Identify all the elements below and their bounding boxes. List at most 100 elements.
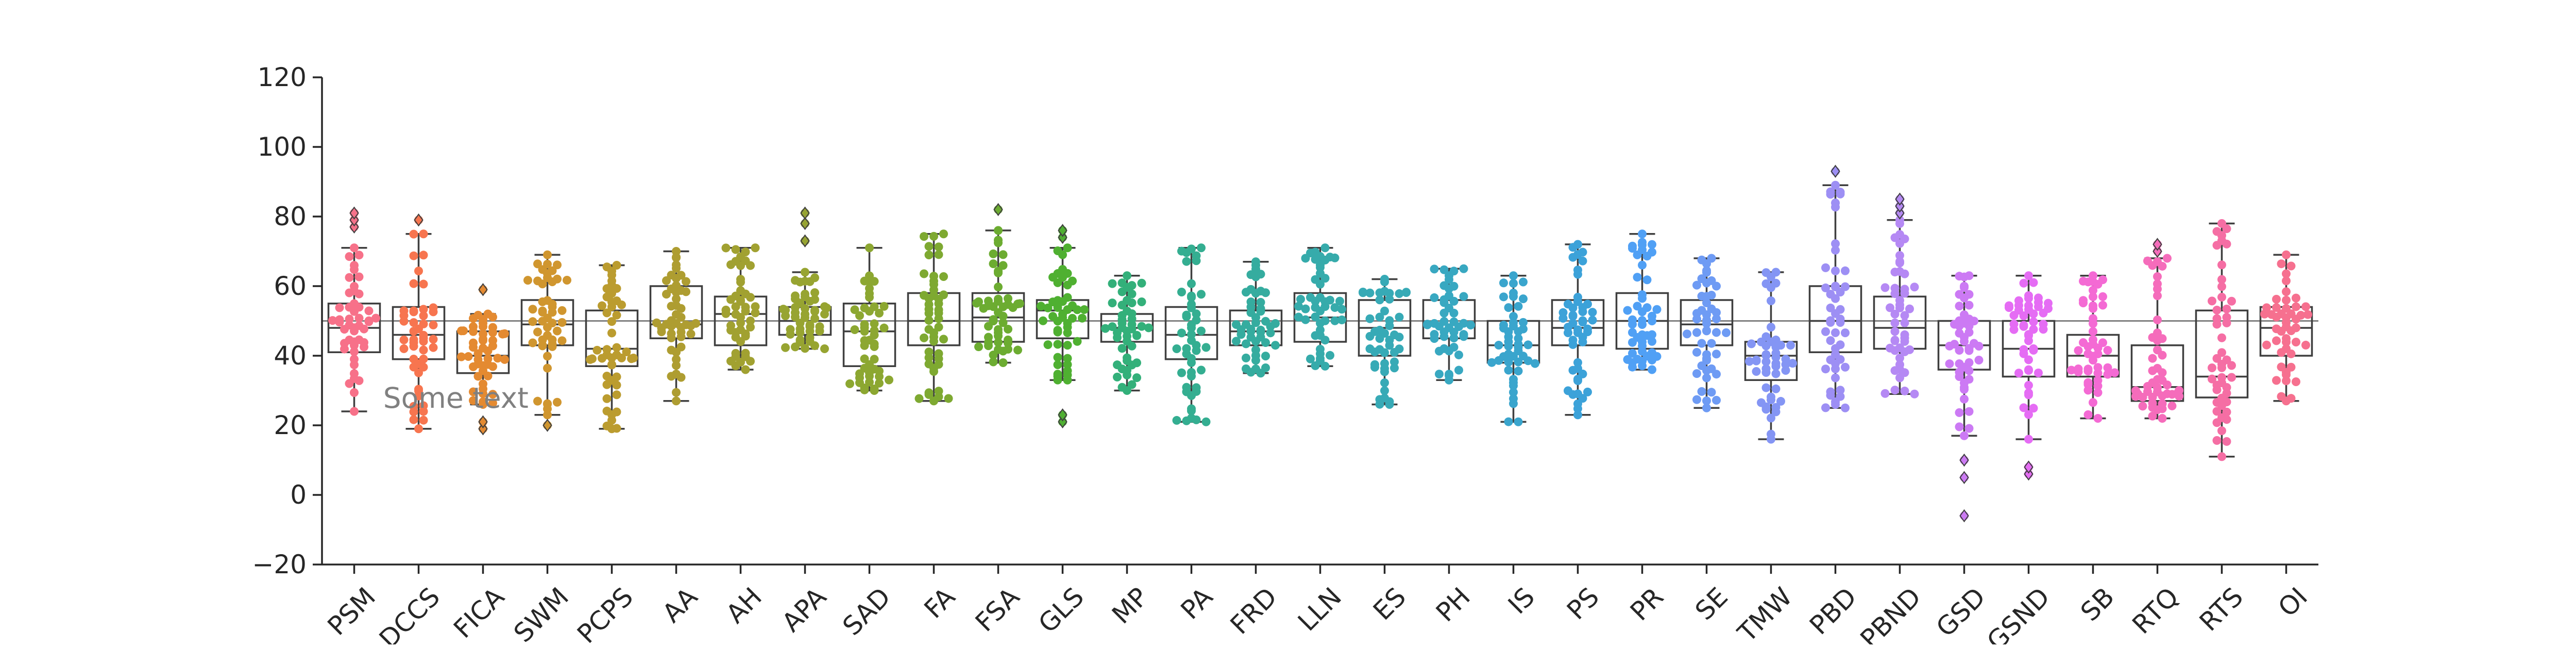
swarm-point: [2089, 398, 2097, 407]
swarm-point: [399, 344, 409, 353]
swarm-point: [1359, 288, 1367, 297]
y-tick-label: 120: [258, 62, 307, 92]
swarm-point: [1638, 260, 1647, 270]
swarm-point: [662, 276, 671, 285]
swarm-point: [419, 407, 428, 416]
swarm-point: [1053, 340, 1062, 349]
swarm-point: [746, 357, 755, 366]
swarm-point: [1752, 356, 1761, 366]
swarm-point: [350, 407, 359, 416]
swarm-point: [607, 317, 616, 326]
swarm-point: [500, 329, 509, 338]
swarm-point: [1330, 253, 1340, 262]
swarm-point: [2222, 224, 2231, 234]
swarm-point: [1008, 303, 1018, 312]
swarm-point: [672, 396, 681, 406]
swarm-point: [1826, 303, 1835, 312]
swarm-point: [2217, 452, 2226, 461]
swarm-point: [1380, 367, 1389, 376]
swarm-point: [2034, 302, 2043, 311]
swarm-point: [2212, 320, 2222, 329]
swarm-point: [1692, 314, 1701, 324]
swarm-point: [1053, 375, 1062, 385]
swarm-point: [1761, 383, 1771, 392]
swarm-point: [2103, 363, 2112, 372]
swarm-point: [929, 396, 938, 406]
swarm-point: [2175, 391, 2183, 401]
swarm-point: [1633, 273, 1642, 282]
swarm-points-layer: [328, 164, 2312, 523]
swarm-point: [612, 261, 621, 270]
swarm-point: [354, 289, 364, 298]
swarm-point: [488, 312, 497, 322]
swarm-point: [1702, 298, 1711, 307]
swarm-point: [1767, 395, 1775, 405]
swarm-point: [751, 302, 760, 311]
swarm-point: [1439, 308, 1449, 318]
swarm-point: [1890, 233, 1900, 242]
swarm-point: [2110, 368, 2119, 377]
swarm-point: [2148, 354, 2157, 363]
swarm-point: [2024, 271, 2033, 280]
swarm-point: [994, 268, 1003, 277]
swarm-point: [1187, 303, 1196, 312]
swarm-point: [1890, 318, 1900, 327]
swarm-point: [1712, 281, 1721, 291]
swarm-point: [1320, 243, 1330, 253]
swarm-point: [479, 336, 487, 345]
swarm-point: [1320, 274, 1330, 283]
swarm-point: [1895, 251, 1904, 260]
outlier-marker: [2024, 460, 2033, 474]
swarm-point: [612, 390, 621, 400]
swarm-point: [2282, 396, 2291, 406]
swarm-point: [1890, 336, 1900, 345]
swarm-point: [409, 407, 418, 417]
swarm-point: [2217, 333, 2226, 342]
swarm-point: [2009, 311, 2019, 320]
swarm-point: [1132, 373, 1141, 383]
x-tick-label-PH: PH: [1430, 582, 1476, 627]
swarm-point: [1781, 366, 1790, 375]
swarm-point: [2292, 302, 2300, 311]
swarm-point: [865, 243, 874, 253]
swarm-point: [419, 251, 428, 260]
swarm-point: [741, 306, 750, 316]
swarm-point: [2093, 414, 2103, 423]
swarm-point: [924, 309, 934, 318]
swarm-point: [989, 357, 998, 367]
swarm-point: [676, 312, 686, 322]
swarm-point: [2138, 402, 2147, 411]
swarm-point: [1385, 294, 1394, 304]
swarm-point: [1841, 362, 1850, 372]
swarm-point: [1960, 431, 1969, 440]
swarm-point: [1831, 266, 1840, 275]
swarm-point: [1771, 369, 1781, 378]
swarm-point: [1692, 395, 1701, 404]
swarm-point: [350, 265, 359, 274]
swarm-point: [815, 326, 824, 336]
swarm-point: [2282, 295, 2291, 305]
swarm-point: [1182, 312, 1191, 321]
swarm-point: [667, 333, 676, 342]
swarm-point: [984, 341, 993, 351]
swarm-point: [1900, 289, 1909, 298]
swarm-point: [795, 277, 805, 287]
swarm-point: [2093, 388, 2103, 397]
swarm-point: [1841, 266, 1850, 275]
outlier-marker: [349, 206, 359, 220]
x-tick-label-RTS: RTS: [2194, 582, 2249, 637]
swarm-point: [2222, 437, 2231, 446]
swarm-point: [2083, 386, 2093, 395]
swarm-point: [1895, 303, 1904, 312]
swarm-point: [2277, 327, 2286, 336]
swarm-point: [1568, 243, 1578, 252]
swarm-point: [543, 250, 552, 259]
swarm-point: [1108, 279, 1117, 288]
swarm-point: [493, 354, 502, 363]
swarm-point: [1648, 355, 1656, 364]
swarm-point: [672, 274, 681, 283]
swarm-point: [1702, 278, 1711, 288]
swarm-point: [2093, 381, 2103, 391]
swarm-point: [1080, 305, 1089, 314]
